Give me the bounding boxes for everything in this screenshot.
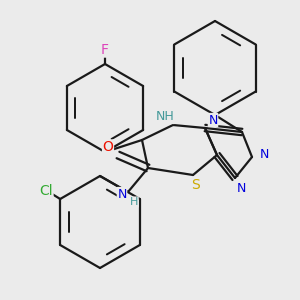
- Text: F: F: [101, 43, 109, 57]
- Text: N: N: [236, 182, 246, 194]
- Text: Cl: Cl: [39, 184, 53, 198]
- Text: H: H: [130, 197, 138, 207]
- Text: N: N: [259, 148, 269, 161]
- Text: N: N: [117, 188, 127, 200]
- Text: N: N: [208, 113, 218, 127]
- Text: O: O: [103, 140, 113, 154]
- Text: NH: NH: [156, 110, 174, 124]
- Text: S: S: [190, 178, 200, 192]
